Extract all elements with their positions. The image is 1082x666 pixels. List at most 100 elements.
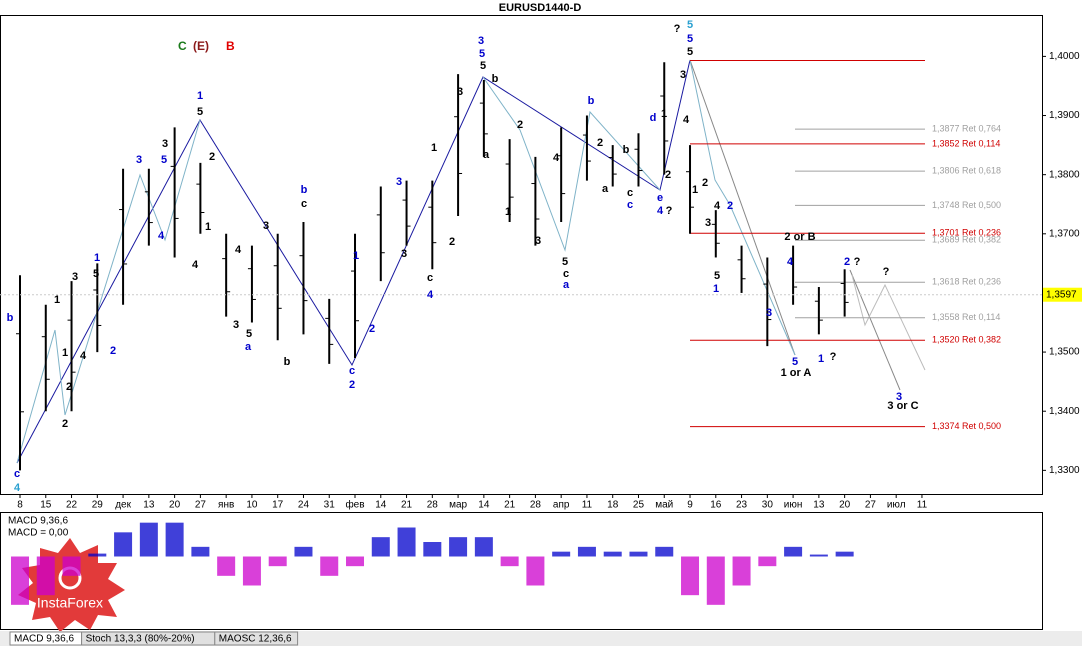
macd-bar (191, 546, 210, 557)
wave-label: 1 (713, 283, 719, 295)
wave-label: 3 (72, 271, 78, 283)
macd-bar (217, 556, 236, 576)
x-tick-label: 31 (324, 500, 336, 511)
level-label: 1,3558 Ret 0,114 (932, 312, 1000, 322)
macd-value: MACD = 0,00 (8, 528, 69, 539)
wave-label: 2 (665, 169, 671, 181)
wave-label: 5 (792, 356, 798, 368)
x-tick-label: 20 (169, 500, 181, 511)
level-label: 1,3701 Ret 0,236 (932, 228, 1001, 238)
macd-bar (449, 537, 468, 557)
wave-label: 5 (687, 33, 693, 45)
wave-label: 5 (479, 48, 485, 60)
level-label: 1,3852 Ret 0,114 (932, 138, 1000, 148)
x-tick-label: 13 (143, 500, 155, 511)
wave-label: 3 or C (887, 400, 918, 412)
wave-label: 1 (94, 252, 100, 264)
macd-bar (268, 556, 287, 567)
wave-label: 3 (396, 176, 402, 188)
x-tick-label: 28 (427, 500, 439, 511)
wave-label: 3 (136, 154, 142, 166)
wave-label: d (650, 112, 657, 124)
x-tick-label: 18 (607, 500, 619, 511)
projection-line (689, 59, 796, 356)
x-tick-label: 14 (375, 500, 387, 511)
x-tick-label: 20 (839, 500, 851, 511)
x-tick-label: 21 (401, 500, 413, 511)
level-label: 1,3877 Ret 0,764 (932, 124, 1001, 134)
x-tick-label: 9 (687, 500, 693, 511)
wave-label: e (657, 192, 663, 204)
wave-label: 4 (235, 244, 242, 256)
wave-label: 3 (680, 69, 686, 81)
macd-bar (809, 554, 828, 557)
wave-label: b (7, 312, 14, 324)
macd-bar (114, 532, 133, 557)
x-tick-label: фев (345, 499, 364, 511)
wave-label: 1 (62, 347, 68, 359)
macd-bar (552, 551, 571, 557)
x-tick-label: 14 (478, 500, 490, 511)
wave-label: b (301, 184, 308, 196)
corner-label: (E) (193, 39, 209, 53)
x-tick-label: 11 (917, 500, 928, 511)
wave-label: 5 (687, 46, 693, 58)
x-tick-label: 27 (865, 500, 877, 511)
x-tick-label: 24 (298, 500, 310, 511)
wave-label: 3 (766, 307, 772, 319)
macd-bar (423, 542, 442, 557)
wave-label: 5 (93, 268, 99, 280)
macd-bar (603, 551, 622, 557)
wave-label: 4 (553, 152, 560, 164)
macd-bar (242, 556, 261, 586)
wave-label: 3 (162, 138, 168, 150)
wave-label: 3 (401, 248, 407, 260)
level-label: 1,3520 Ret 0,382 (932, 335, 1001, 345)
price-frame (0, 15, 1043, 495)
wave-label: 1 (661, 108, 667, 120)
wave-label: 2 (702, 177, 708, 189)
x-tick-label: 16 (710, 500, 722, 511)
wave-label: 3 (233, 319, 239, 331)
projection-line (851, 274, 926, 371)
wave-label: c (627, 199, 633, 211)
subwave-line (16, 119, 201, 464)
wave-label: ? (883, 266, 890, 278)
wave-label: 1 (54, 294, 60, 306)
wave-label: 1 (505, 206, 511, 218)
chart-title: EURUSD1440-D (499, 2, 582, 14)
wave-label: 1 or A (781, 367, 812, 379)
wave-label: ? (674, 23, 681, 35)
y-tick-label: 1,4000 (1049, 51, 1080, 62)
level-label: 1,3806 Ret 0,618 (932, 165, 1001, 175)
wave-label: c (349, 365, 355, 377)
y-tick-label: 1,3700 (1049, 228, 1080, 239)
wave-label: a (602, 183, 609, 195)
wave-label: 2 (449, 236, 455, 248)
indicator-tab[interactable] (214, 631, 299, 646)
wave-label: 2 (209, 151, 215, 163)
macd-bar (629, 551, 648, 557)
wave-label: 2 (62, 418, 68, 430)
x-tick-label: 30 (762, 500, 774, 511)
wave-label: 5 (480, 60, 486, 72)
macd-bar (397, 527, 416, 557)
macd-frame (0, 512, 1043, 630)
wave-label: c (427, 272, 433, 284)
x-tick-label: дек (115, 500, 131, 511)
x-tick-label: 23 (736, 500, 748, 511)
macd-bar (655, 546, 674, 557)
y-tick-label: 1,3400 (1049, 406, 1080, 417)
wave-label: 4 (683, 114, 690, 126)
logo-text: InstaForex (37, 595, 103, 611)
x-tick-label: 21 (504, 500, 516, 511)
level-label: 1,3748 Ret 0,500 (932, 200, 1001, 210)
wave-label: 3 (705, 217, 711, 229)
wave-label: 4 (158, 230, 165, 242)
corner-label: C (178, 39, 187, 53)
x-tick-label: апр (553, 500, 570, 511)
wave-label: 1 (818, 353, 824, 365)
wave-label: 2 (349, 379, 355, 391)
x-tick-label: май (655, 500, 673, 511)
